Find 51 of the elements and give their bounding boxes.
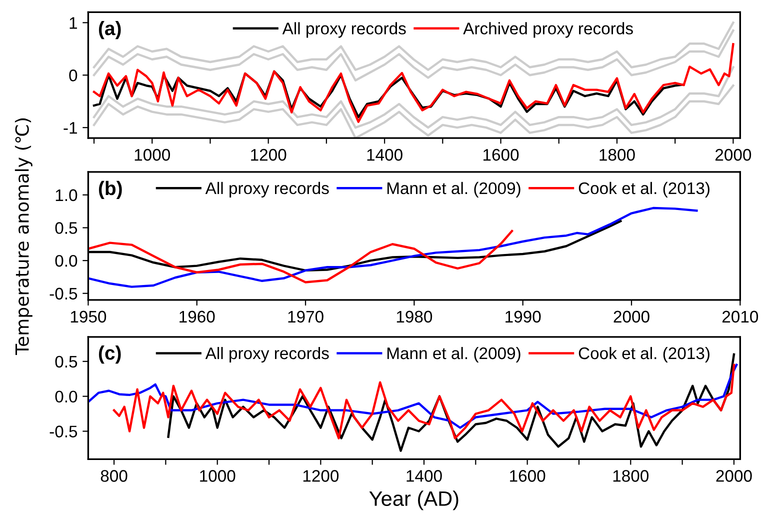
- line-series: [92, 84, 734, 138]
- x-tick-label: 1400: [406, 470, 442, 482]
- x-tick-label: 1990: [506, 310, 541, 323]
- x-tick-label: 2000: [614, 310, 650, 323]
- legend-label: All proxy records: [205, 182, 329, 198]
- y-tick-label: 1: [70, 17, 77, 29]
- y-tick-label: 0.5: [55, 222, 78, 234]
- legend-label: Cook et al. (2013): [578, 346, 710, 362]
- line-series: [92, 66, 734, 129]
- line-series: [92, 70, 685, 118]
- x-tick-label: 1950: [70, 310, 106, 323]
- y-tick-label: -1: [64, 122, 77, 134]
- y-tick-label: 0: [69, 70, 78, 82]
- x-tick-label: 2000: [716, 470, 752, 482]
- line-series: [88, 230, 514, 284]
- line-series: [88, 364, 738, 429]
- x-axis-title: Year (AD): [369, 490, 458, 510]
- legend-label: Mann et al. (2009): [387, 346, 520, 362]
- y-tick-label: 0.0: [55, 390, 78, 403]
- x-tick-label: 1000: [134, 148, 170, 161]
- y-tick-label: -0.5: [50, 426, 78, 438]
- x-tick-label: 1200: [251, 148, 286, 161]
- y-tick-label: 0.5: [55, 356, 78, 368]
- line-series: [112, 364, 736, 440]
- x-tick-label: 1000: [200, 470, 236, 482]
- legend-label: All proxy records: [205, 346, 329, 363]
- y-axis-title: Temperature anomaly (℃): [14, 118, 32, 356]
- y-tick-label: -0.5: [50, 288, 78, 300]
- x-tick-label: 2000: [715, 148, 752, 161]
- x-tick-label: 1960: [180, 310, 215, 323]
- annotation: (c): [98, 346, 121, 364]
- y-tick-label: 1.0: [56, 189, 78, 202]
- line-series: [88, 206, 698, 288]
- legend-label: Cook et al. (2013): [578, 182, 710, 198]
- x-tick-label: 1970: [288, 310, 324, 323]
- x-tick-label: 1800: [613, 470, 649, 482]
- annotation: (a): [98, 20, 121, 40]
- x-tick-label: 1200: [303, 470, 339, 482]
- x-tick-label: 800: [100, 470, 128, 482]
- line-series: [92, 43, 734, 123]
- legend-label: Archived proxy records: [463, 22, 633, 38]
- y-tick-label: 0.0: [55, 254, 78, 267]
- x-tick-label: 1800: [600, 148, 635, 161]
- x-tick-label: 2010: [722, 310, 758, 323]
- x-tick-label: 1400: [367, 148, 402, 161]
- x-tick-label: 1980: [396, 310, 432, 323]
- x-tick-label: 1600: [483, 148, 519, 161]
- x-tick-label: 1600: [510, 470, 546, 482]
- legend-label: All proxy records: [282, 22, 406, 38]
- legend-label: Mann et al. (2009): [387, 182, 520, 198]
- annotation: (b): [98, 180, 122, 200]
